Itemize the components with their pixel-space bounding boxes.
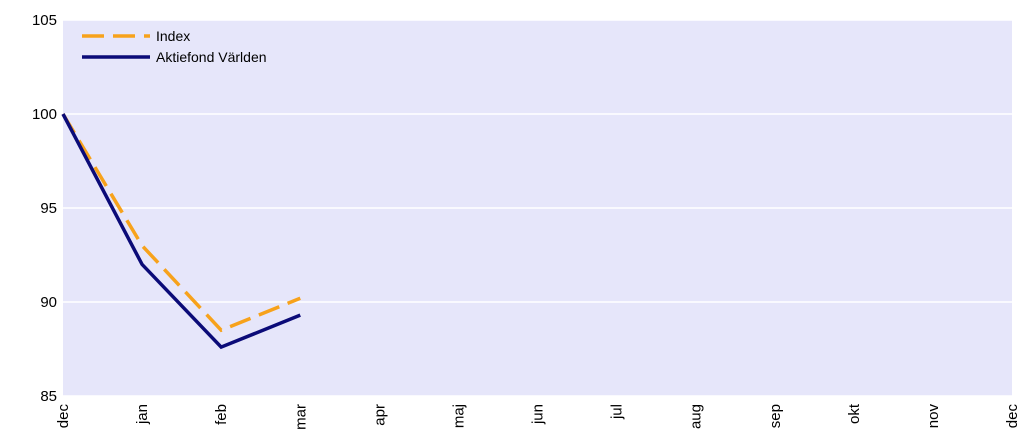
x-tick-label: mar [292, 404, 309, 430]
x-tick-label: dec [1004, 404, 1021, 429]
x-tick-label: nov [925, 404, 942, 429]
y-tick-label: 90 [40, 294, 57, 311]
x-tick-label: jun [530, 404, 547, 425]
line-series [61, 113, 301, 350]
x-tick-label: dec [55, 404, 72, 429]
y-tick-label: 100 [32, 106, 57, 123]
x-tick-label: maj [450, 404, 467, 428]
x-tick-label: sep [767, 404, 784, 428]
line-series [61, 113, 301, 333]
y-tick-label: 95 [40, 200, 57, 217]
y-tick-label: 105 [32, 12, 57, 29]
x-tick-label: jul [609, 404, 626, 420]
legend-label: Index [156, 28, 190, 44]
x-tick-label: feb [213, 404, 230, 425]
x-tick-label: jan [134, 404, 151, 425]
x-tick-label: okt [846, 403, 863, 424]
x-tick-label: aug [688, 404, 705, 429]
y-tick-label: 85 [40, 388, 57, 405]
legend-label: Aktiefond Världen [156, 49, 267, 65]
x-tick-label: apr [371, 404, 388, 426]
